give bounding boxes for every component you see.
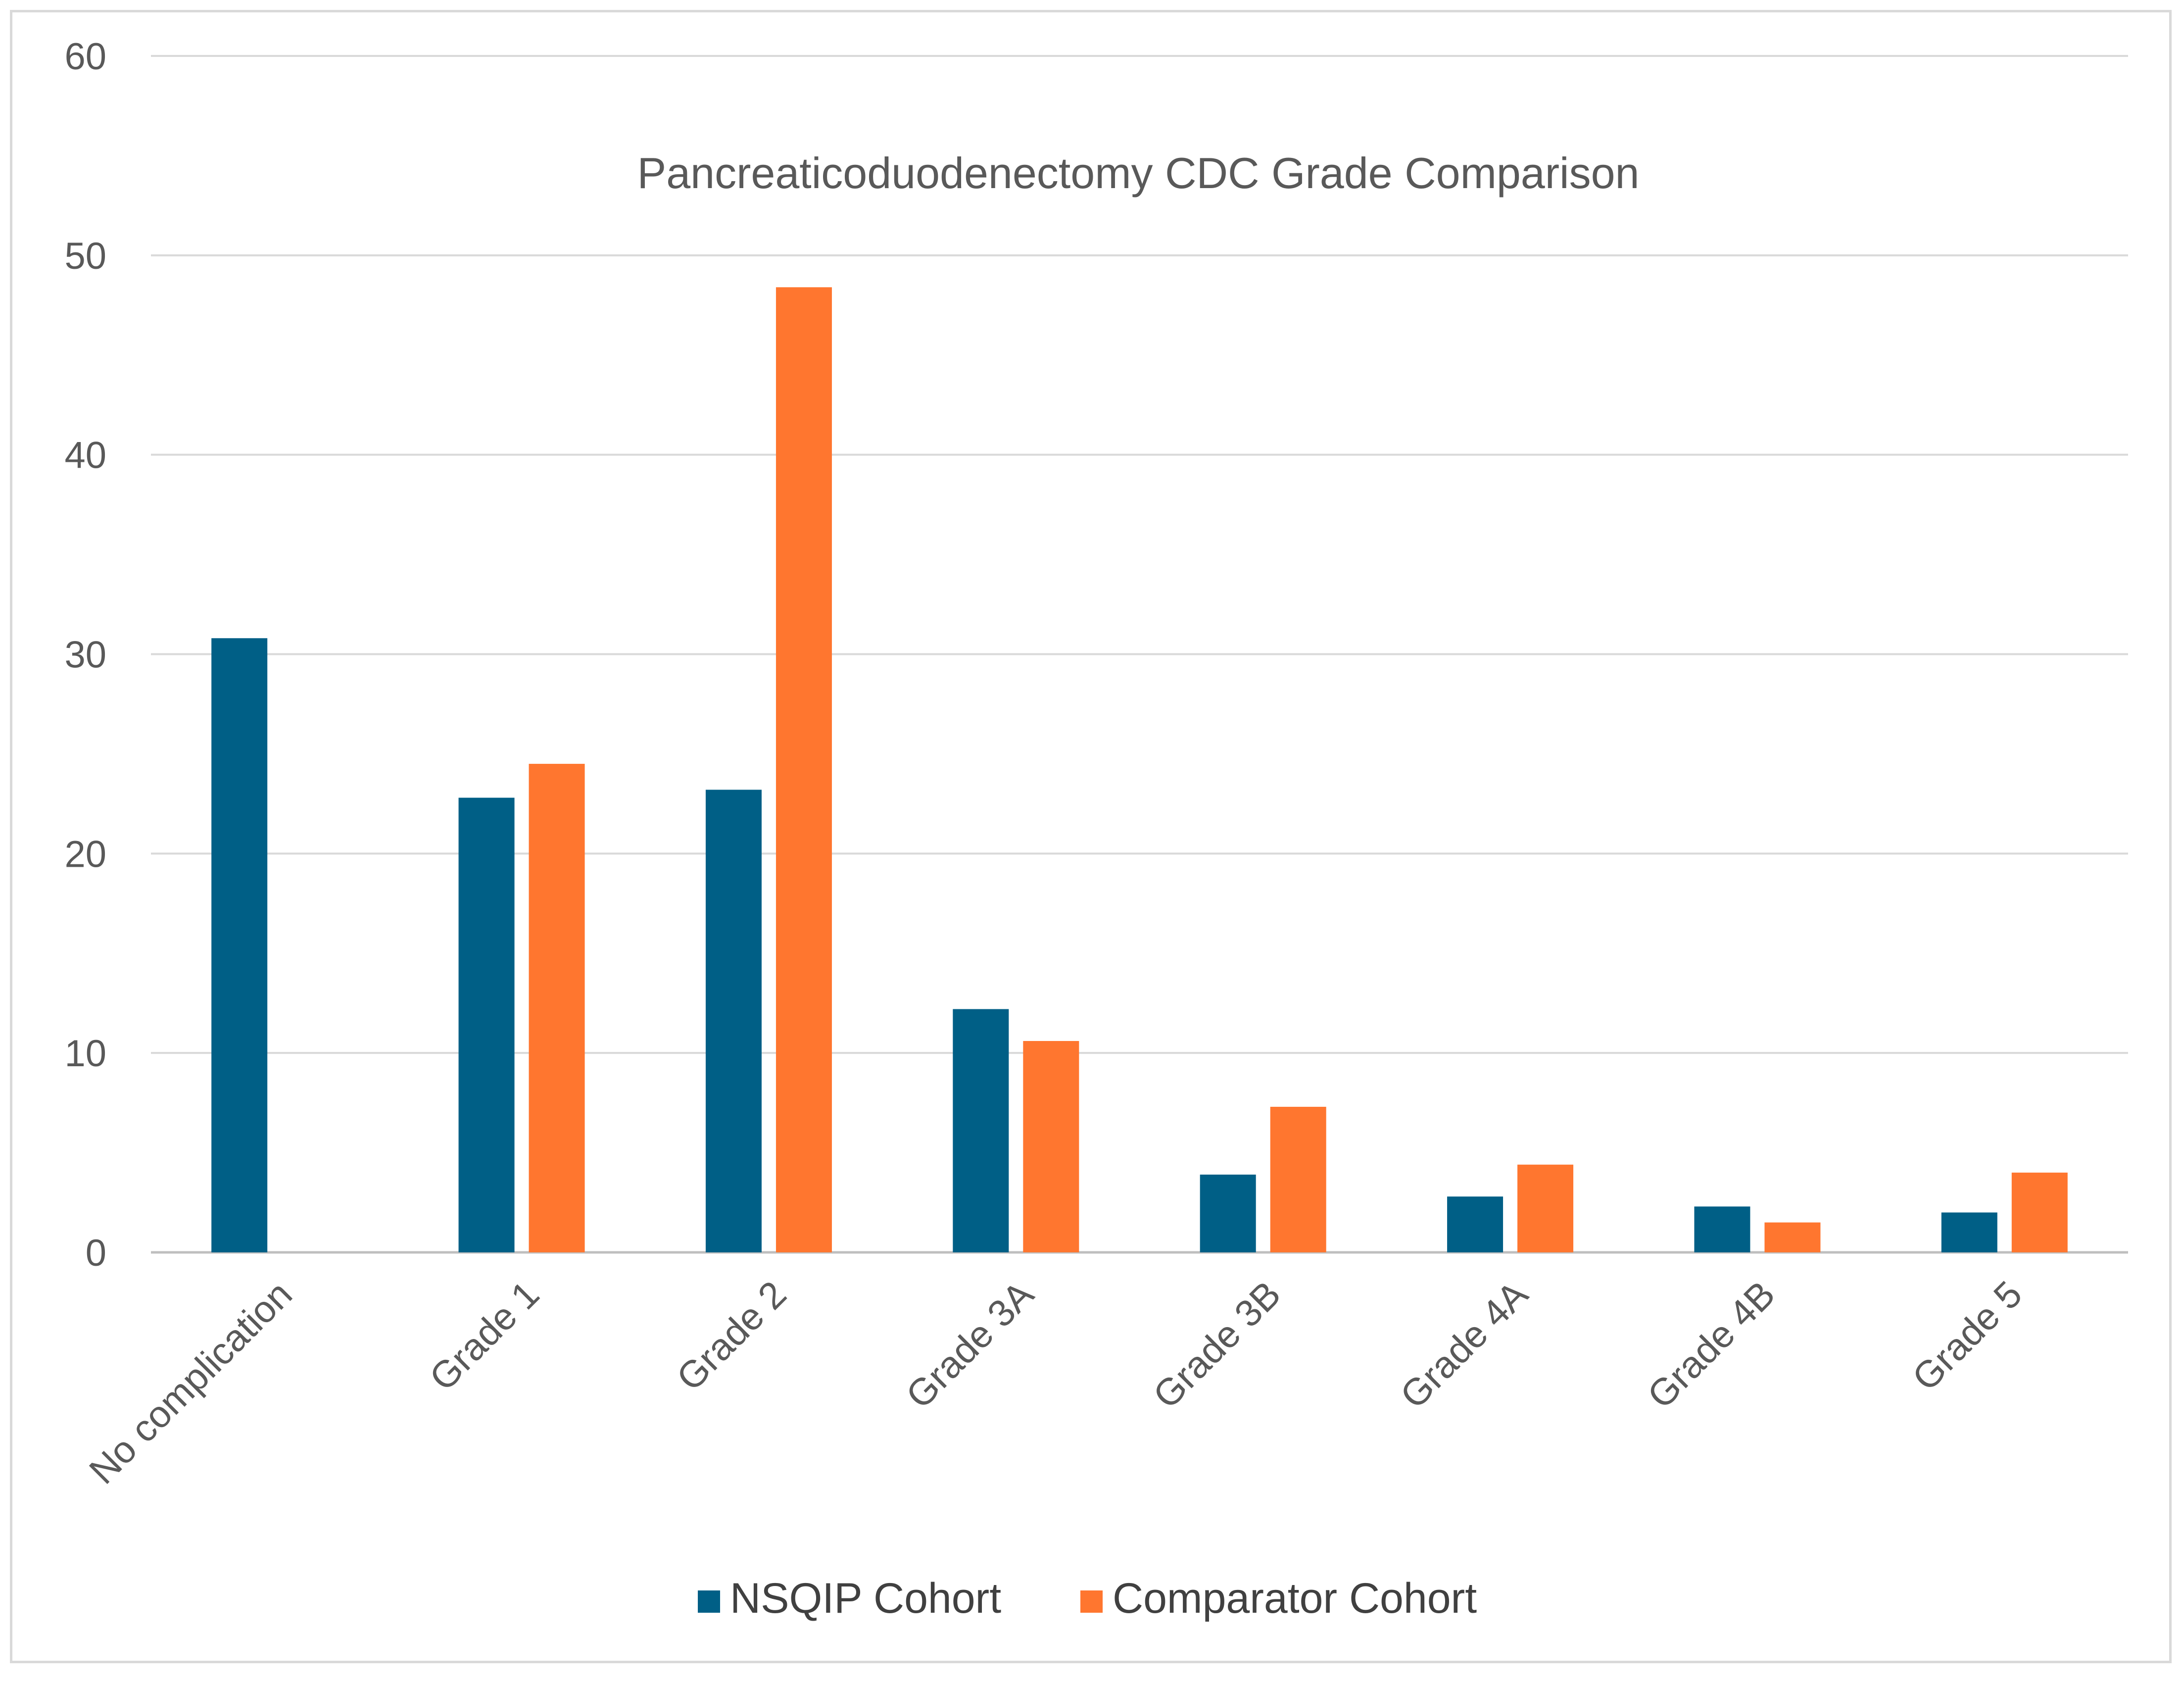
y-axis-ticks: 0 10 20 30 40 50 60 [64, 36, 106, 1274]
chart-frame [10, 10, 2172, 1663]
bar-comparator-cohort [1517, 1164, 1574, 1252]
y-tick-label: 30 [64, 634, 106, 676]
x-axis-labels: No complication Grade 1 Grade 2 Grade 3A Gra… [81, 1273, 2030, 1492]
legend-swatch [1080, 1590, 1103, 1613]
y-tick-label: 50 [64, 235, 106, 277]
bar-comparator-cohort [529, 764, 585, 1252]
bar-comparator-cohort [1764, 1222, 1821, 1252]
bar-comparator-cohort [1023, 1041, 1079, 1252]
legend-swatch [698, 1590, 720, 1613]
bar-nsqip-cohort [1694, 1206, 1750, 1252]
gridlines [151, 55, 2128, 1254]
bar-comparator-cohort [1270, 1106, 1326, 1252]
bar-comparator-cohort [776, 287, 832, 1253]
x-tick-label: Grade 1 [422, 1273, 547, 1399]
bar-nsqip-cohort [705, 790, 762, 1252]
bars [211, 287, 2068, 1253]
x-tick-label: Grade 4B [1640, 1273, 1783, 1417]
bar-nsqip-cohort [458, 797, 515, 1252]
x-tick-label: Grade 2 [669, 1273, 794, 1399]
bar-nsqip-cohort [953, 1009, 1009, 1252]
chart-title: Pancreaticoduodenectomy CDC Grade Compar… [637, 149, 1640, 198]
x-tick-label: Grade 4A [1392, 1273, 1536, 1417]
legend: NSQIP Cohort Comparator Cohort [698, 1575, 1477, 1622]
bar-nsqip-cohort [1941, 1212, 1997, 1252]
y-tick-label: 10 [64, 1033, 106, 1075]
y-tick-label: 40 [64, 435, 106, 477]
bar-nsqip-cohort [1447, 1196, 1504, 1252]
bar-comparator-cohort [2011, 1172, 2068, 1252]
x-tick-label: Grade 3A [898, 1273, 1042, 1417]
y-tick-label: 60 [64, 36, 106, 78]
bar-nsqip-cohort [211, 638, 268, 1252]
x-tick-label: Grade 3B [1145, 1273, 1289, 1417]
x-tick-label: Grade 5 [1904, 1273, 2030, 1399]
x-tick-label: No complication [81, 1273, 300, 1492]
legend-label: NSQIP Cohort [730, 1575, 1001, 1622]
y-tick-label: 0 [86, 1232, 106, 1274]
y-tick-label: 20 [64, 833, 106, 875]
bar-nsqip-cohort [1200, 1174, 1256, 1252]
legend-label: Comparator Cohort [1113, 1575, 1477, 1622]
